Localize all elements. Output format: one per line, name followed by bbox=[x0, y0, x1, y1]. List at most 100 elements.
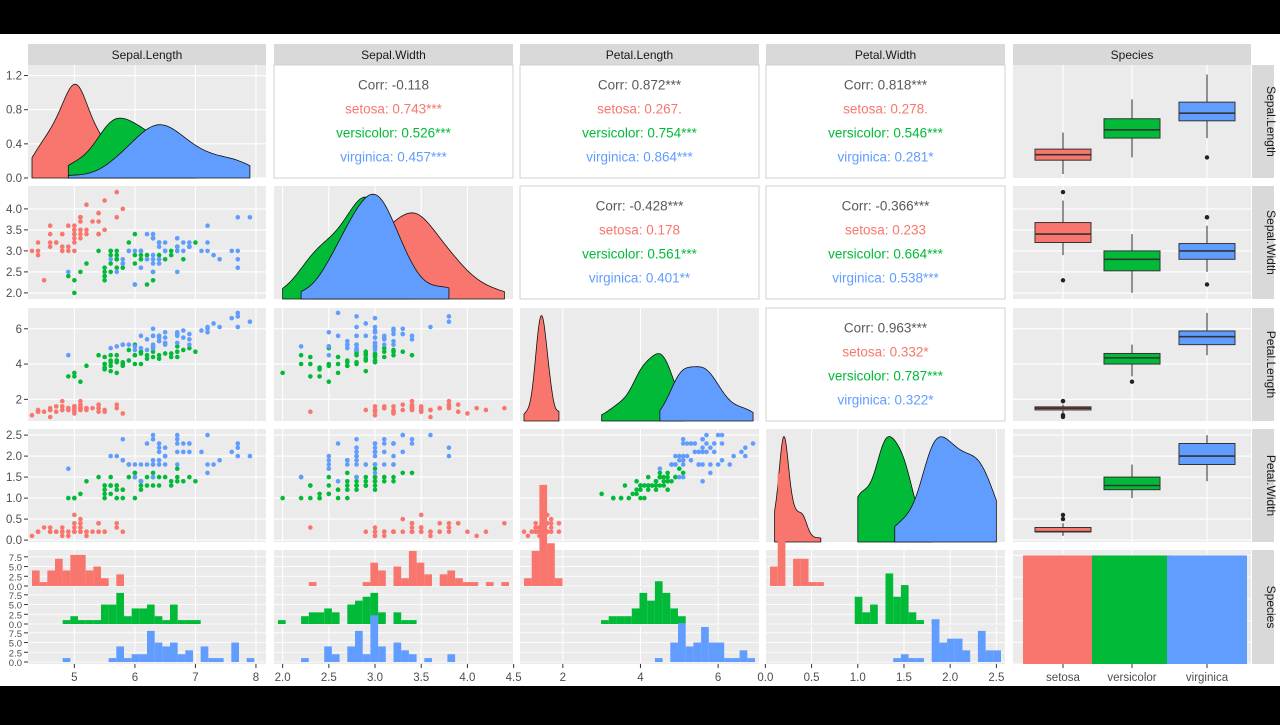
point-versicolor bbox=[132, 470, 138, 476]
point-setosa bbox=[418, 512, 424, 518]
col-strip-Petal.Width bbox=[766, 44, 1005, 65]
point-setosa bbox=[78, 529, 83, 534]
point-versicolor bbox=[335, 487, 341, 493]
col-strip-label: Petal.Width bbox=[855, 48, 916, 62]
point-setosa bbox=[78, 398, 83, 404]
point-versicolor bbox=[114, 248, 120, 254]
panel-Petal.Width-vs-Species bbox=[1013, 429, 1251, 542]
point-versicolor bbox=[126, 240, 132, 245]
hist-bar-versicolor bbox=[154, 616, 163, 624]
point-virginica bbox=[114, 344, 120, 349]
point-virginica bbox=[181, 441, 186, 446]
hist-bar-versicolor bbox=[639, 592, 648, 624]
x-tick-label: 2.5 bbox=[988, 672, 1004, 684]
point-virginica bbox=[156, 458, 162, 463]
point-virginica bbox=[150, 432, 156, 438]
point-versicolor bbox=[156, 252, 162, 258]
point-setosa bbox=[47, 240, 53, 245]
y-tick-label: 1.2 bbox=[6, 71, 22, 83]
point-virginica bbox=[162, 340, 168, 346]
hist-bar-versicolor bbox=[139, 608, 147, 624]
point-virginica bbox=[335, 441, 341, 446]
point-setosa bbox=[120, 411, 126, 416]
point-setosa bbox=[59, 248, 65, 254]
point-setosa bbox=[400, 402, 406, 407]
point-virginica bbox=[217, 257, 222, 262]
hist-bar-versicolor bbox=[185, 620, 193, 624]
point-virginica bbox=[692, 441, 698, 446]
point-versicolor bbox=[181, 257, 186, 262]
point-virginica bbox=[138, 333, 144, 339]
point-versicolor bbox=[622, 483, 628, 488]
point-versicolor bbox=[363, 479, 369, 484]
point-virginica bbox=[174, 441, 180, 446]
hist-bar-virginica bbox=[731, 658, 740, 662]
panel-Sepal.Length-vs-Sepal.Length bbox=[28, 65, 266, 179]
point-setosa bbox=[47, 414, 53, 420]
point-versicolor bbox=[665, 470, 670, 476]
point-versicolor bbox=[317, 374, 322, 379]
box-outlier bbox=[1060, 278, 1066, 283]
panel-Sepal.Width-vs-Petal.Length: Corr: -0.428*** setosa: 0.178 versicolor: … bbox=[519, 185, 760, 300]
y-tick-label: 0.4 bbox=[6, 139, 23, 151]
row-strip-Petal.Width bbox=[1252, 429, 1274, 542]
point-virginica bbox=[345, 342, 350, 347]
y-tick-label: 2.5 bbox=[9, 648, 22, 659]
point-virginica bbox=[156, 240, 162, 245]
hist-bar-virginica bbox=[977, 630, 986, 662]
point-virginica bbox=[247, 319, 253, 325]
hist-bar-setosa bbox=[424, 574, 432, 586]
point-versicolor bbox=[138, 252, 144, 258]
point-versicolor bbox=[120, 361, 126, 367]
point-virginica bbox=[345, 338, 350, 344]
point-setosa bbox=[72, 529, 77, 534]
point-versicolor bbox=[317, 491, 322, 497]
point-setosa bbox=[78, 236, 83, 241]
corr-text-versicolor: versicolor: 0.787*** bbox=[828, 369, 944, 384]
box-outlier bbox=[1060, 512, 1066, 518]
point-virginica bbox=[138, 479, 144, 484]
point-versicolor bbox=[626, 495, 632, 501]
point-versicolor bbox=[162, 351, 168, 356]
point-versicolor bbox=[114, 483, 120, 488]
point-setosa bbox=[455, 402, 461, 407]
point-virginica bbox=[381, 342, 387, 347]
point-virginica bbox=[114, 269, 120, 275]
hist-bar-setosa bbox=[362, 582, 371, 586]
point-setosa bbox=[84, 227, 89, 233]
point-virginica bbox=[162, 453, 168, 459]
point-virginica bbox=[138, 248, 144, 254]
y-tick-label: 1.5 bbox=[6, 472, 22, 484]
hist-bar-versicolor bbox=[378, 612, 386, 624]
point-setosa bbox=[120, 206, 126, 212]
point-versicolor bbox=[335, 495, 341, 501]
row-strip-label: Petal.Width bbox=[1264, 455, 1278, 516]
hist-bar-setosa bbox=[439, 574, 448, 586]
point-virginica bbox=[657, 466, 663, 472]
point-virginica bbox=[66, 466, 71, 472]
panel-Petal.Width-vs-Petal.Length bbox=[520, 429, 759, 542]
point-virginica bbox=[354, 449, 359, 455]
point-virginica bbox=[372, 453, 378, 459]
hist-bar-setosa bbox=[531, 551, 540, 586]
point-virginica bbox=[428, 432, 433, 438]
hist-bar-versicolor bbox=[308, 612, 317, 624]
point-setosa bbox=[90, 219, 95, 224]
point-setosa bbox=[72, 404, 77, 409]
point-virginica bbox=[235, 215, 241, 220]
point-setosa bbox=[102, 227, 107, 233]
point-versicolor bbox=[114, 495, 120, 501]
point-setosa bbox=[72, 227, 77, 233]
point-virginica bbox=[66, 352, 71, 358]
hist-bar-versicolor bbox=[624, 616, 632, 624]
point-virginica bbox=[108, 453, 113, 459]
x-tick-label: 2.0 bbox=[942, 672, 958, 684]
point-versicolor bbox=[162, 474, 168, 480]
hist-bar-virginica bbox=[670, 642, 678, 662]
point-versicolor bbox=[174, 349, 180, 355]
hist-bar-virginica bbox=[654, 658, 663, 662]
point-versicolor bbox=[354, 359, 359, 365]
point-setosa bbox=[502, 521, 507, 526]
point-virginica bbox=[174, 432, 180, 438]
point-setosa bbox=[84, 231, 89, 237]
